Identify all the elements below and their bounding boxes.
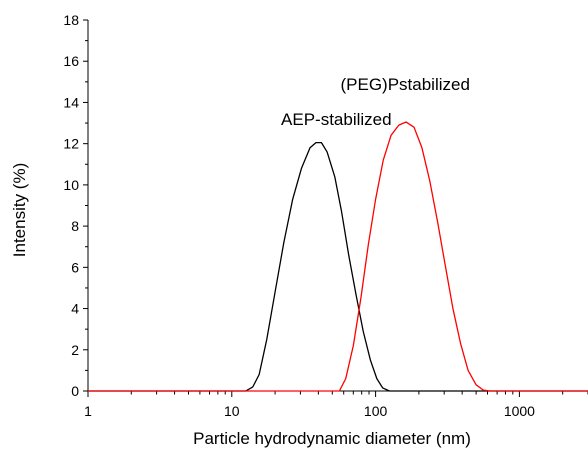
- y-tick-label: 14: [63, 94, 79, 110]
- x-axis-title: Particle hydrodynamic diameter (nm): [193, 429, 471, 448]
- annotations: AEP-stabilized (PEG)Pstabilized: [281, 75, 470, 129]
- y-tick-label: 2: [71, 342, 79, 358]
- y-tick-label: 8: [71, 218, 79, 234]
- x-tick-label: 1000: [504, 403, 535, 419]
- series-line-peg-p-stabilized: [88, 121, 588, 392]
- x-tick-label: 10: [224, 403, 240, 419]
- x-tick-label: 100: [364, 403, 388, 419]
- y-tick-label: 0: [71, 383, 79, 399]
- y-axis-title: Intensity (%): [10, 163, 29, 257]
- y-tick-label: 12: [63, 136, 79, 152]
- y-tick-label: 16: [63, 53, 79, 69]
- axes: [87, 20, 588, 392]
- y-tick-label: 6: [71, 259, 79, 275]
- ticks: 0 2 4 6 8 10 12 14 16 18 1 10 100 1000: [63, 12, 588, 419]
- y-tick-label: 10: [63, 177, 79, 193]
- series-line-aep-stabilized: [88, 141, 588, 392]
- annotation-label-0: AEP-stabilized: [281, 110, 392, 129]
- y-tick-label: 4: [71, 301, 79, 317]
- series: [88, 121, 588, 392]
- x-tick-label: 1: [84, 403, 92, 419]
- y-tick-label: 18: [63, 12, 79, 28]
- annotation-label-1: (PEG)Pstabilized: [340, 75, 469, 94]
